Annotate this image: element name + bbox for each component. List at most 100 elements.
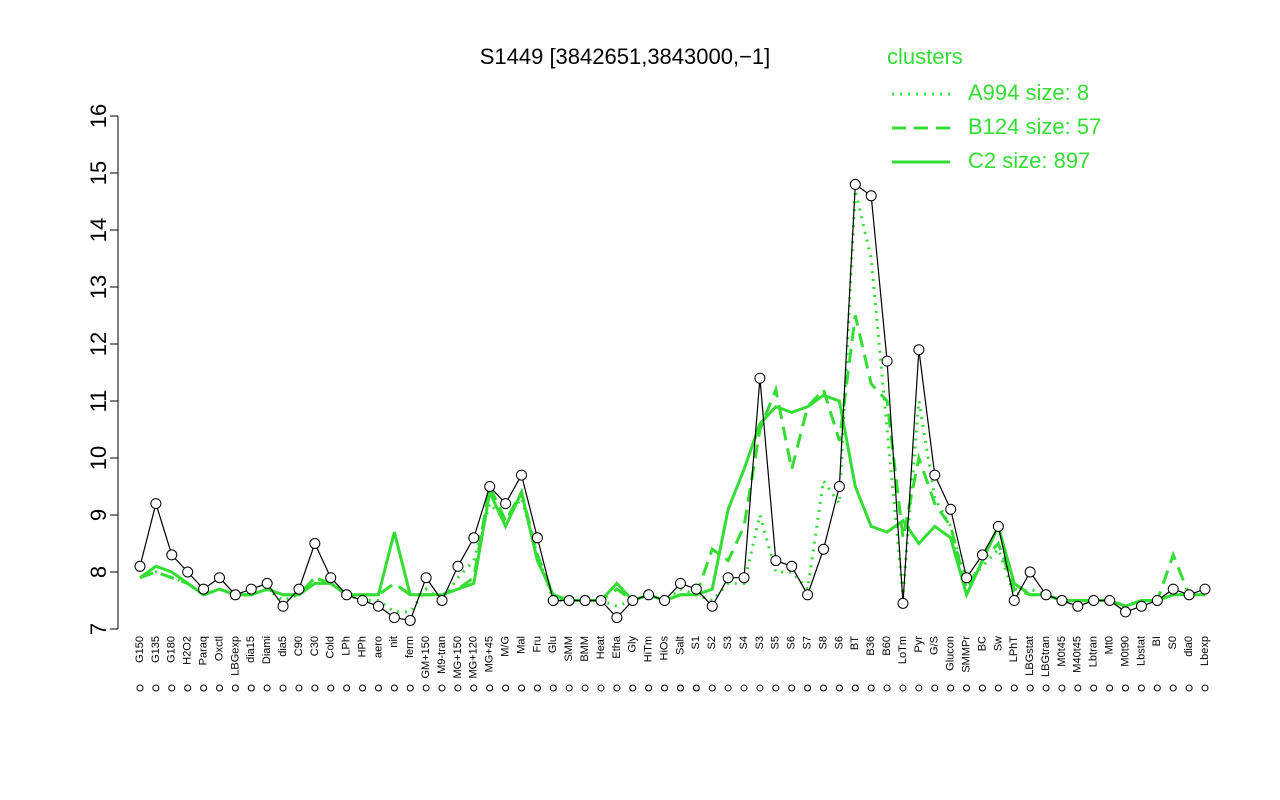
category-dot [565, 684, 573, 692]
data-point [229, 589, 241, 601]
x-tick-label: MG+120 [468, 636, 480, 679]
x-tick-label: SMM [563, 636, 575, 662]
y-tick-label: 8 [86, 566, 111, 578]
category-dot [613, 684, 621, 692]
data-point [738, 572, 750, 584]
x-tick-label: Glucon [945, 636, 957, 671]
data-point [515, 469, 527, 481]
data-point [293, 583, 305, 595]
data-point [404, 614, 416, 626]
data-point [182, 566, 194, 578]
category-dot [708, 684, 716, 692]
data-point [976, 549, 988, 561]
data-point [706, 600, 718, 612]
data-point [468, 532, 480, 544]
category-dot [947, 684, 955, 692]
x-tick-label: Pyr [913, 636, 925, 653]
category-dot [295, 684, 303, 692]
category-dot [820, 684, 828, 692]
x-tick-label: M40t45 [1072, 636, 1084, 673]
x-tick-label: G150 [134, 636, 146, 663]
y-tick-label: 10 [86, 446, 111, 470]
data-point [1088, 595, 1100, 606]
category-dot [740, 684, 748, 692]
data-point [563, 595, 575, 606]
x-tick-label: H2O2 [182, 636, 194, 665]
category-dot [533, 684, 541, 692]
data-point [420, 572, 432, 584]
x-tick-label: Fru [531, 636, 543, 653]
x-tick-label: Sw [992, 636, 1004, 651]
data-point [1151, 595, 1163, 606]
data-point [1040, 589, 1052, 601]
x-tick-label: S7 [802, 636, 814, 649]
legend-title: clusters [887, 44, 963, 69]
data-point [961, 572, 973, 584]
data-point [659, 595, 671, 606]
data-point [754, 372, 766, 384]
data-point [992, 520, 1004, 532]
x-tick-label: BC [976, 636, 988, 651]
x-tick-label: MG+150 [452, 636, 464, 679]
category-dot [1058, 684, 1066, 692]
x-tick-label: G180 [166, 636, 178, 663]
x-tick-label: S6 [786, 636, 798, 649]
data-point [436, 595, 448, 606]
x-tick-label: G135 [150, 636, 162, 663]
x-tick-label: S6 [833, 636, 845, 649]
category-dot [1153, 684, 1161, 692]
y-tick-label: 9 [86, 509, 111, 521]
category-dot [931, 684, 939, 692]
data-point [1120, 606, 1132, 618]
category-dot [454, 684, 462, 692]
category-dot [804, 684, 812, 692]
data-point [484, 481, 496, 492]
data-point [166, 549, 178, 561]
data-point [674, 577, 686, 589]
data-point [945, 503, 957, 515]
category-dot [756, 684, 764, 692]
data-point [913, 344, 925, 356]
x-tick-label: LBGtran [1040, 636, 1052, 677]
x-tick-label: C90 [293, 636, 305, 656]
x-tick-label: S5 [770, 636, 782, 649]
data-point [881, 355, 893, 367]
data-point [643, 589, 655, 601]
x-tick-label: Paraq [197, 636, 209, 665]
x-tick-label: nit [388, 636, 400, 648]
data-line [139, 183, 1206, 622]
category-dot [1042, 684, 1050, 692]
data-point [452, 560, 464, 572]
data-point [611, 612, 623, 624]
category-dot [629, 684, 637, 692]
category-dot [200, 684, 208, 692]
category-dot [1026, 684, 1034, 692]
x-tick-label: Lbstat [1135, 636, 1147, 666]
category-dot [1137, 684, 1145, 692]
y-tick-label: 16 [86, 104, 111, 128]
data-point [722, 572, 734, 584]
x-tick-label: LBGexp [229, 636, 241, 676]
data-point [150, 498, 162, 510]
x-tick-label: Lbexp [1199, 636, 1211, 666]
category-dot [486, 684, 494, 692]
category-dot [978, 684, 986, 692]
x-tick-label: M0t90 [1119, 636, 1131, 667]
category-dot [406, 684, 414, 692]
x-tick-label: Diami [261, 636, 273, 664]
x-tick-label: Mt0 [1104, 636, 1116, 654]
x-tick-label: S2 [706, 636, 718, 649]
category-dot [311, 684, 319, 692]
y-tick-label: 7 [86, 623, 111, 635]
data-point [1056, 595, 1068, 606]
category-dot [438, 684, 446, 692]
x-tick-label: S0 [1167, 636, 1179, 649]
x-tick-label: Etha [611, 635, 623, 659]
category-dot [661, 684, 669, 692]
category-dot [994, 684, 1002, 692]
category-dot [502, 684, 510, 692]
x-tick-label: Heat [595, 636, 607, 659]
category-dot [772, 684, 780, 692]
x-tick-label: BMM [579, 636, 591, 662]
x-tick-label: BI [1151, 636, 1163, 646]
